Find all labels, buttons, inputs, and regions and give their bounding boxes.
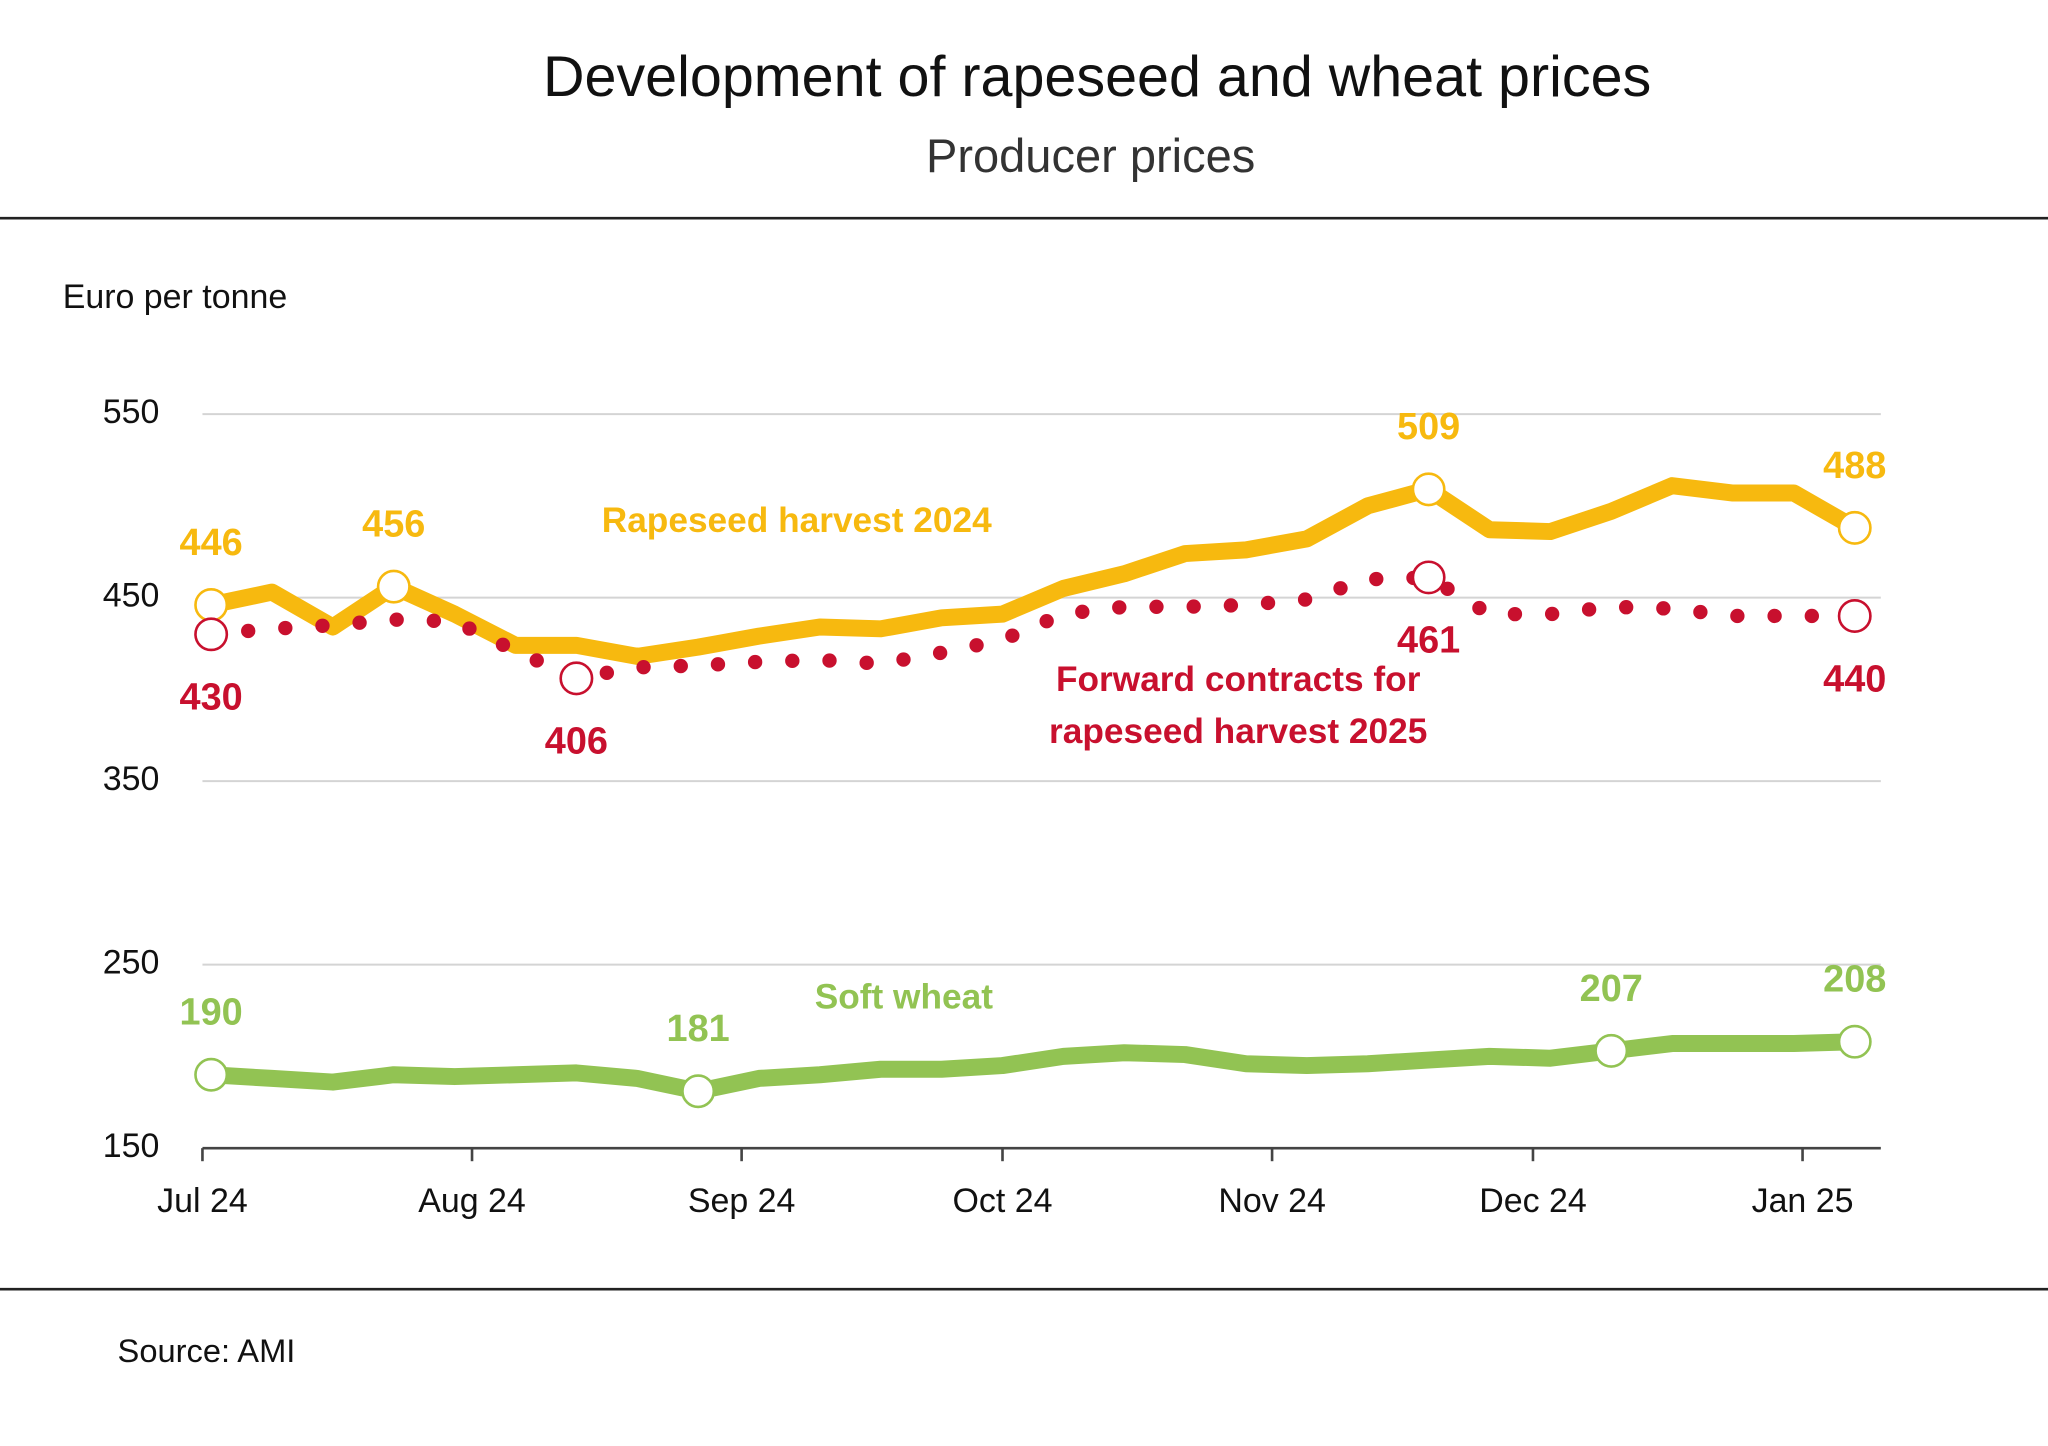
point-marker — [376, 569, 411, 604]
data-label: 181 — [667, 1008, 730, 1050]
series-label: Soft wheat — [815, 978, 993, 1017]
y-tick-label: 550 — [103, 393, 160, 431]
y-axis-label: Euro per tonne — [63, 278, 288, 316]
series: 190 181 207 208 Soft wheat — [180, 959, 1886, 1109]
x-tick-label: Aug 24 — [418, 1182, 526, 1220]
x-tick-label: Sep 24 — [688, 1182, 796, 1220]
point-marker — [194, 617, 229, 652]
source-note: Source: AMI — [118, 1332, 296, 1369]
data-label: 461 — [1397, 620, 1460, 662]
data-label: 430 — [180, 677, 243, 719]
data-label: 207 — [1580, 968, 1643, 1010]
y-tick-label: 350 — [103, 760, 160, 798]
point-marker — [1594, 1033, 1629, 1068]
point-marker — [1837, 1024, 1872, 1059]
series: 430 406 461 440 Forward contracts for rapese… — [180, 560, 1886, 763]
point-marker — [194, 1057, 229, 1092]
data-label: 406 — [545, 721, 608, 763]
x-tick-label: Dec 24 — [1479, 1182, 1587, 1220]
x-tick-label: Nov 24 — [1218, 1182, 1326, 1220]
y-tick-label: 450 — [103, 577, 160, 615]
point-marker — [1837, 598, 1872, 633]
x-tick-label: Oct 24 — [953, 1182, 1053, 1220]
data-label: 190 — [180, 992, 243, 1034]
x-tick-label: Jan 25 — [1752, 1182, 1854, 1220]
grid: 150 250 350 450 550 Jul 24 Aug 24 Sep 24 Oct 24 N… — [103, 393, 1881, 1220]
series-label-box: Forward contracts for rapeseed harvest 2… — [1049, 659, 1428, 752]
point-marker — [194, 587, 229, 622]
chart-title: Development of rapeseed and wheat prices — [543, 45, 1651, 109]
data-label: 440 — [1823, 658, 1886, 700]
series-label: Forward contracts for rapeseed harvest 2… — [1049, 659, 1428, 752]
point-marker — [559, 661, 594, 696]
data-label: 488 — [1823, 445, 1886, 487]
data-label: 456 — [362, 504, 425, 546]
y-tick-label: 250 — [103, 944, 160, 982]
series-line — [202, 1033, 1864, 1100]
point-marker — [681, 1074, 716, 1109]
y-tick-label: 150 — [103, 1127, 160, 1165]
x-tick-label: Jul 24 — [157, 1182, 248, 1220]
data-label: 208 — [1823, 959, 1886, 1001]
point-marker — [1411, 472, 1446, 507]
point-marker — [1837, 510, 1872, 545]
series-line — [202, 477, 1864, 665]
series-label: Rapeseed harvest 2024 — [602, 501, 992, 540]
chart-subtitle: Producer prices — [926, 129, 1255, 182]
data-label: 446 — [180, 522, 243, 564]
data-label: 509 — [1397, 406, 1460, 448]
series: 446 456 509 488 Rapeseed harvest 2024 — [180, 406, 1886, 665]
point-marker — [1411, 560, 1446, 595]
